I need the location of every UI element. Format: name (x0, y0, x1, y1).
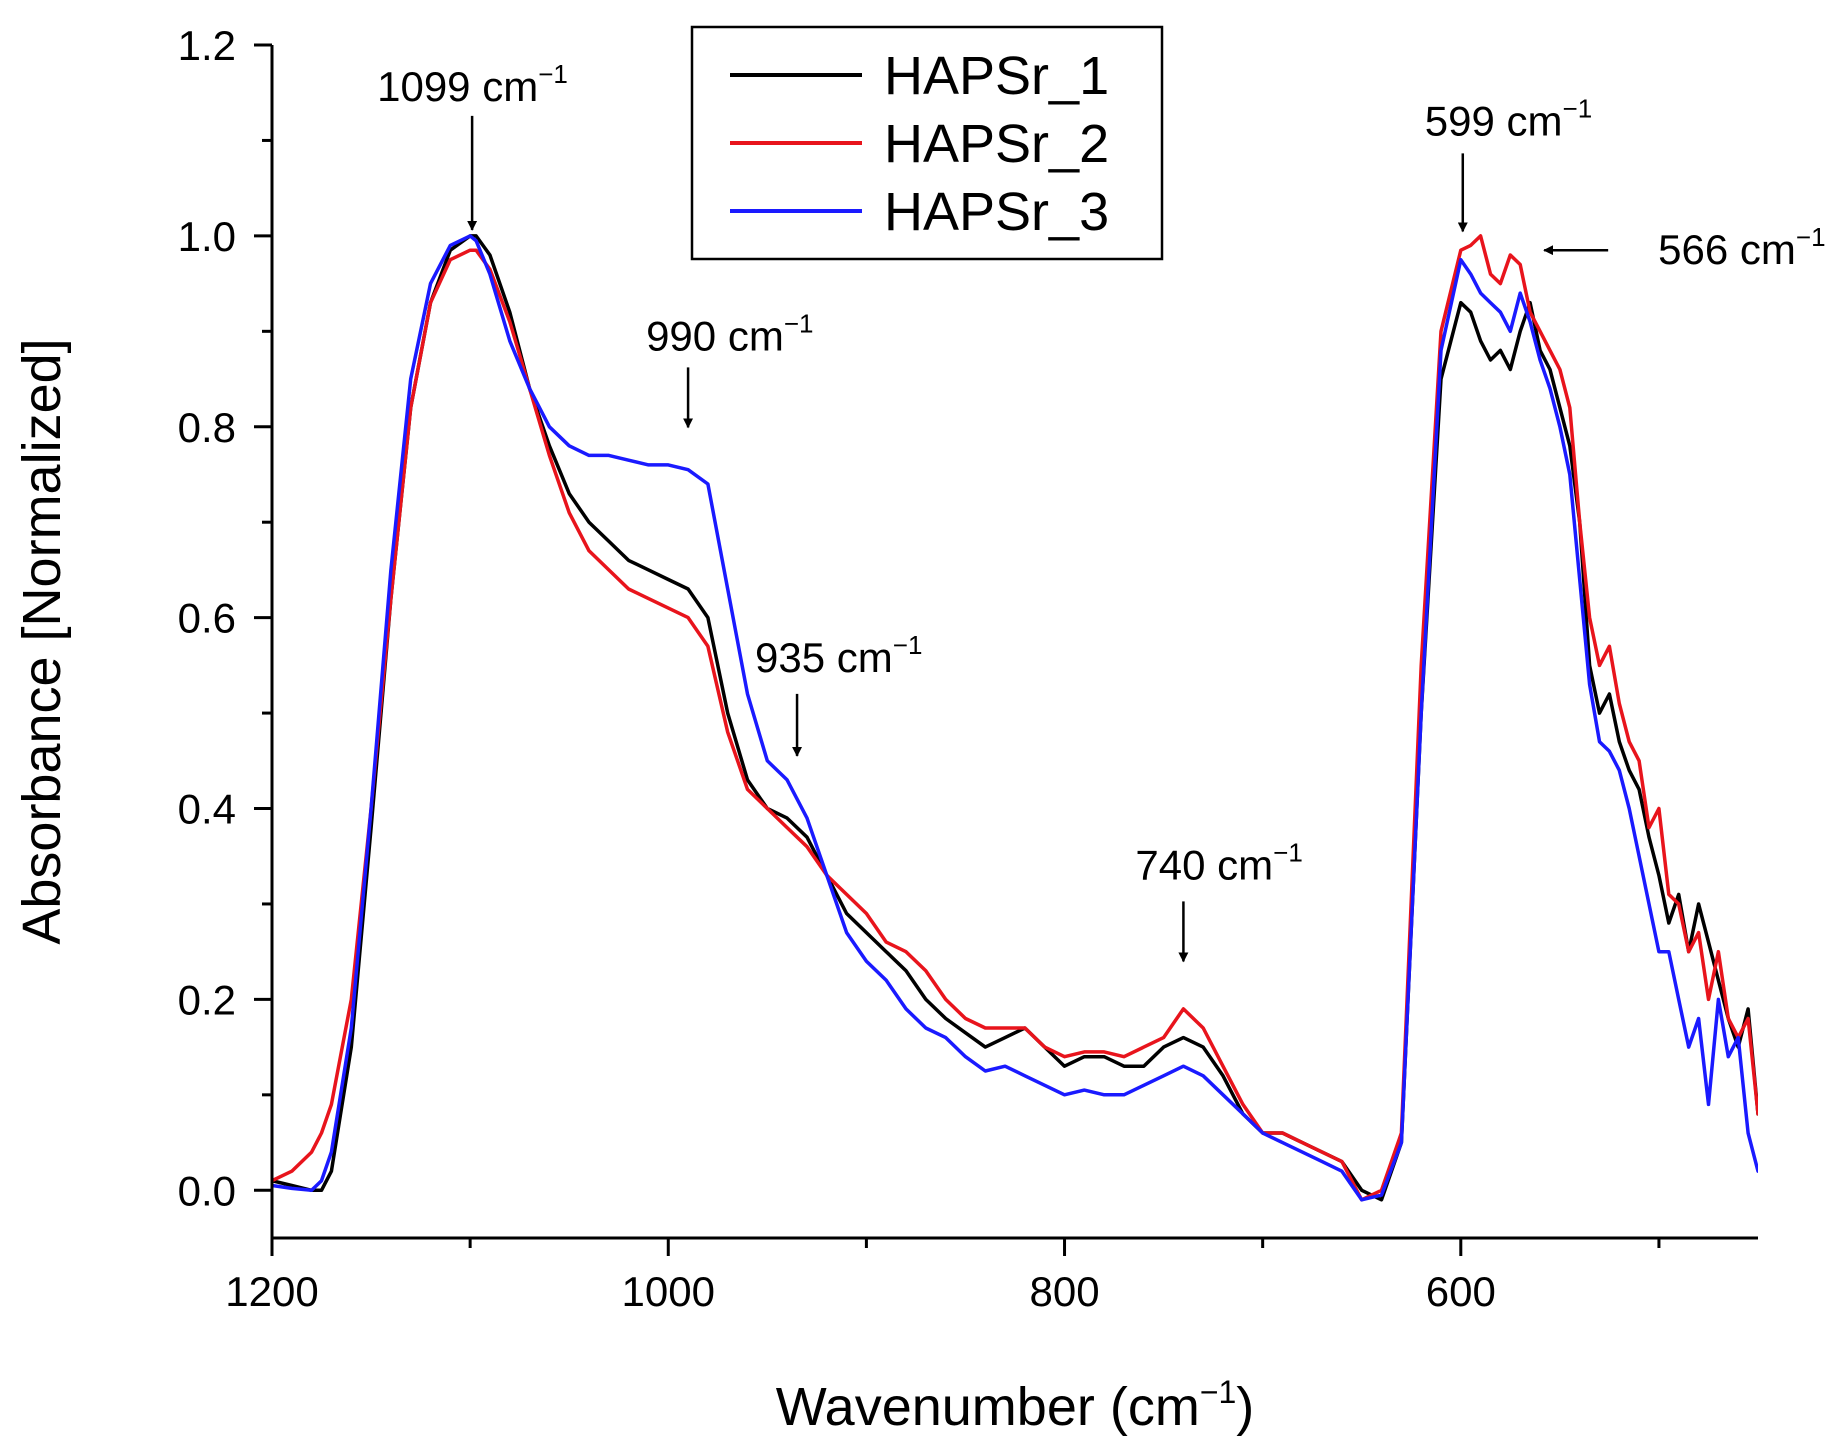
x-tick-label: 800 (1029, 1268, 1099, 1315)
y-tick-label: 0.8 (178, 404, 236, 451)
series-line-hapsr-3 (272, 234, 1758, 1202)
y-tick-label: 0.4 (178, 786, 236, 833)
y-tick-label: 1.0 (178, 213, 236, 260)
legend-label: HAPSr_2 (884, 114, 1109, 174)
annotation-566: 566 cm−1 (1543, 222, 1826, 273)
annotation-label: 990 cm−1 (646, 308, 813, 359)
y-tick-label: 0.0 (178, 1167, 236, 1214)
annotation-label: 740 cm−1 (1135, 837, 1302, 888)
annotation-1099: 1099 cm−1 (377, 59, 568, 231)
annotation-label: 935 cm−1 (755, 630, 922, 681)
annotation-label: 599 cm−1 (1425, 93, 1592, 144)
y-axis-title: Absorbance [Normalized] (12, 338, 72, 944)
x-axis-title: Wavenumber (cm−1) (776, 1374, 1255, 1437)
series-line-hapsr-1 (272, 234, 1758, 1202)
x-tick-label: 1000 (622, 1268, 715, 1315)
y-tick-label: 1.2 (178, 22, 236, 69)
annotation-990: 990 cm−1 (646, 308, 813, 429)
legend-label: HAPSr_1 (884, 46, 1109, 106)
annotation-599: 599 cm−1 (1425, 93, 1592, 233)
y-tick-label: 0.6 (178, 595, 236, 642)
annotation-label: 1099 cm−1 (377, 59, 568, 110)
axes-layer: 0.0 0.2 0.4 0.6 0.8 1.0 1.2 1200 1000 800 600 Waven… (12, 22, 1758, 1437)
annotation-label: 566 cm−1 (1658, 222, 1825, 273)
annotation-740: 740 cm−1 (1135, 837, 1303, 963)
legend-label: HAPSr_3 (884, 182, 1109, 242)
y-tick-label: 0.2 (178, 976, 236, 1023)
x-tick-label: 600 (1426, 1268, 1496, 1315)
series-layer (272, 234, 1758, 1202)
annotation-935: 935 cm−1 (755, 630, 922, 757)
x-tick-label: 1200 (225, 1268, 318, 1315)
series-line-hapsr-2 (272, 234, 1758, 1202)
legend: HAPSr_1 HAPSr_2 HAPSr_3 (690, 25, 1164, 261)
annotation-layer: 1099 cm−1 990 cm−1 935 cm−1 740 cm−1 599 cm−… (377, 59, 1826, 963)
